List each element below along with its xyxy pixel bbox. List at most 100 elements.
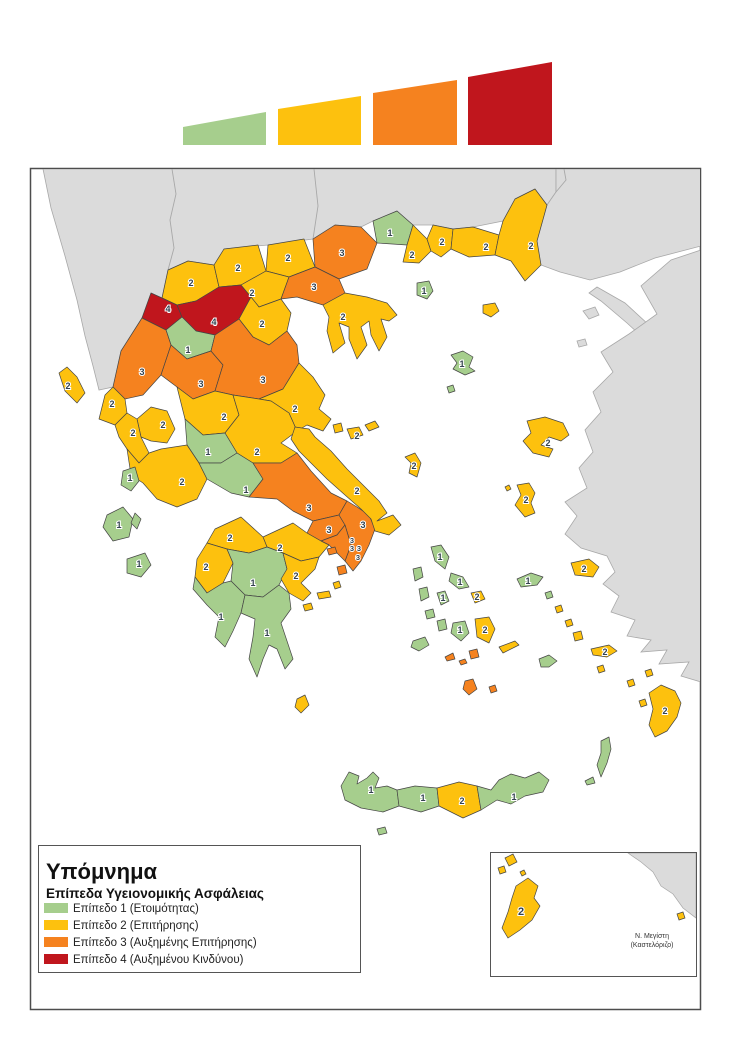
inset-neighbor-land [627, 853, 696, 919]
region-chalkidiki [322, 292, 398, 360]
region-label-west-attica: 3 [326, 525, 331, 535]
ramp-level-2 [278, 96, 361, 145]
region-andros [430, 544, 450, 570]
region-label-preveza: 2 [130, 428, 135, 438]
region-label-ilia: 2 [203, 562, 208, 572]
region-label-aitoloakarnania: 2 [179, 477, 184, 487]
region-kefalonia [102, 506, 134, 542]
region-alonnisos [364, 420, 380, 432]
inset-island [519, 869, 527, 877]
region-gavdos [376, 826, 388, 836]
region-lakonia [240, 584, 294, 678]
region-label-thessaloniki: 3 [311, 282, 316, 292]
region-label-mykonos: 2 [474, 592, 479, 602]
region-label-achaia: 2 [227, 533, 232, 543]
region-label-pieria: 2 [259, 319, 264, 329]
region-chania [340, 771, 400, 813]
region-label-rodos: 2 [662, 706, 667, 716]
region-salamina [326, 546, 338, 556]
legend-swatch-level-3 [44, 937, 68, 947]
region-ios [468, 648, 480, 660]
region-paros [450, 620, 470, 642]
region-drama [372, 210, 414, 246]
neighbor-countries [42, 169, 700, 683]
level-ramp-banner [183, 62, 552, 145]
inset-labels: 2 [517, 905, 525, 919]
region-label-kastoria: 4 [165, 304, 170, 314]
region-messinia [192, 576, 246, 648]
region-lasithi [476, 771, 550, 811]
country-border-line [555, 169, 567, 193]
region-label-naxos: 2 [482, 625, 487, 635]
region-serifos [424, 608, 436, 620]
region-ithaki [130, 512, 142, 530]
region-label-east-attica: 3 [360, 520, 365, 530]
region-label-fokida: 1 [243, 485, 248, 495]
region-sifnos [436, 618, 448, 632]
neighbor-bozcaada [576, 338, 588, 348]
region-lesvos [522, 416, 570, 458]
region-label-rodopi: 2 [483, 242, 488, 252]
region-aegina [336, 564, 348, 576]
region-mykonos [470, 590, 486, 604]
region-label-chania: 1 [368, 785, 373, 795]
inset-caption-line1: Ν. Μεγίστη [635, 932, 669, 940]
region-amorgos [498, 640, 520, 654]
region-label-syros: 1 [440, 593, 445, 603]
region-samothraki [482, 302, 500, 318]
region-serres [312, 224, 378, 280]
neighbor-anatolia [564, 249, 700, 683]
region-anafi [488, 684, 498, 694]
region-nisyros [596, 664, 606, 674]
region-label-lakonia: 1 [264, 628, 269, 638]
region-naxos [474, 616, 496, 644]
region-label-pella: 2 [235, 263, 240, 273]
region-chios [514, 482, 536, 518]
region-label-evros: 2 [528, 241, 533, 251]
region-zakynthos [126, 552, 152, 578]
inset-box: Ν. Μεγίστη (Καστελόριζο) 2 [490, 852, 697, 977]
region-label-chalkidiki: 2 [340, 312, 345, 322]
region-leros [564, 618, 574, 628]
region-label-lefkada: 1 [127, 473, 132, 483]
legend-swatch-level-1 [44, 903, 68, 913]
legend-subtitle: Επίπεδα Υγειονομικής Ασφάλειας [46, 886, 264, 901]
ramp-level-4 [468, 62, 552, 145]
region-kea [412, 566, 424, 582]
region-tinos [448, 572, 470, 590]
region-arta [136, 406, 176, 444]
ramp-level-1 [183, 112, 266, 145]
region-label-argolida: 2 [293, 571, 298, 581]
region-number-label: 3 [357, 544, 361, 553]
region-label-trikala: 3 [198, 379, 203, 389]
region-number-label: 3 [356, 553, 360, 562]
region-label-skopelos: 2 [354, 431, 359, 441]
region-patmos [554, 604, 564, 614]
region-label-andros: 1 [437, 552, 442, 562]
region-label-lasithi: 1 [511, 792, 516, 802]
region-label-arkadia: 1 [250, 578, 255, 588]
region-label-arta: 2 [160, 420, 165, 430]
region-hydra [316, 590, 332, 600]
region-label-evrytania: 1 [205, 447, 210, 457]
legend-swatch-level-2 [44, 920, 68, 930]
inset-island [497, 865, 507, 875]
region-number-label: 3 [350, 544, 354, 553]
country-border-line [312, 169, 319, 240]
region-ikaria [516, 572, 544, 588]
region-label-karditsa: 2 [221, 412, 226, 422]
region-label-paros: 1 [457, 625, 462, 635]
region-argolida [280, 552, 320, 602]
legend-items: Επίπεδο 1 (Ετοιμότητας) Επίπεδο 2 (Επιτήρ… [44, 903, 257, 966]
legend-title: Υπόμνημα [46, 859, 158, 884]
region-label-florina: 2 [188, 278, 193, 288]
region-label-evia: 2 [354, 486, 359, 496]
region-label-larissa: 3 [260, 375, 265, 385]
region-number-label: 3 [350, 536, 354, 545]
region-evros [494, 188, 548, 282]
region-label-korinthia: 2 [277, 543, 282, 553]
region-symi [644, 668, 654, 678]
inset-island [501, 877, 541, 939]
